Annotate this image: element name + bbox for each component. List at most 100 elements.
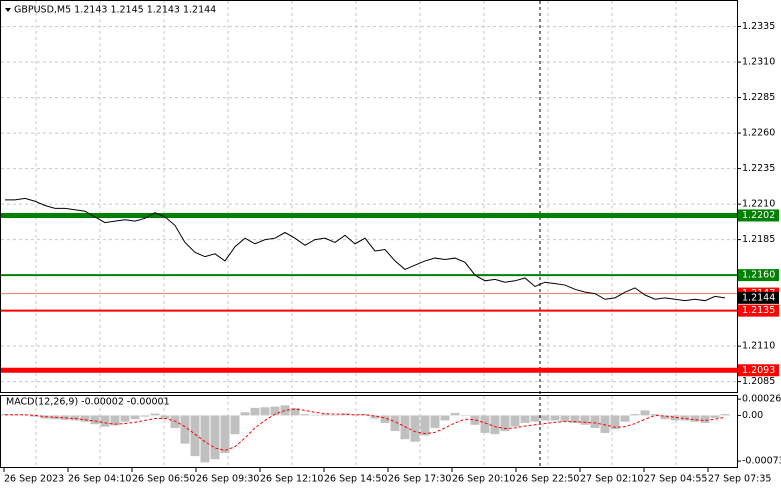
y-tick-label: 0.00026 [742,394,781,405]
histogram-bar [220,415,230,453]
y-tick-label: 1.2235 [742,163,775,174]
histogram-bar [350,414,360,416]
histogram-bar [130,415,140,420]
histogram-bar [280,405,290,416]
histogram-bar [180,415,190,444]
x-tick-label: 26 Sep 20:10 [452,474,515,485]
level-label-box [738,304,779,317]
histogram-bar [110,415,120,426]
main-frame [0,0,738,393]
histogram-bar [200,415,210,463]
histogram-bar [30,415,40,417]
x-tick-label: 27 Sep 04:55 [644,474,707,485]
histogram-bar [680,415,690,421]
histogram-bar [440,415,450,421]
price-line [5,197,726,302]
histogram-bar [690,415,700,422]
histogram-bar [500,415,510,432]
histogram-bar [70,415,80,421]
histogram-bar [630,414,640,416]
histogram-bar [80,415,90,422]
x-tick-label: 26 Sep 14:50 [324,474,387,485]
histogram-bar [520,415,530,423]
x-tick-label: 26 Sep 12:10 [260,474,323,485]
histogram-bar [550,415,560,421]
histogram-bar [490,415,500,435]
histogram-bar [400,415,410,440]
histogram-bar [670,415,680,421]
level-label-box [738,269,779,282]
histogram-bar [610,415,620,430]
level-label-box [738,364,779,377]
histogram-bar [90,415,100,425]
chart-title: GBPUSD,M5 1.2143 1.2145 1.2143 1.2144 [14,5,216,16]
y-tick-label: 1.2260 [742,128,775,139]
level-label: 1.2160 [742,270,775,281]
histogram-bar [260,407,270,416]
y-tick-label: 1.2185 [742,234,775,245]
histogram-bar [320,414,330,416]
histogram-bar [430,415,440,428]
histogram-bar [360,414,370,416]
histogram-bar [560,415,570,422]
histogram-bar [720,414,730,416]
histogram-bar [100,415,110,427]
histogram-bar [330,415,340,416]
signal-line [5,408,726,451]
histogram-bar [640,410,650,416]
histogram-bar [460,415,470,416]
y-tick-label: 1.2085 [742,376,775,387]
histogram-bar [660,415,670,420]
level-label: 1.2093 [742,365,775,376]
current-price-label: 1.2144 [742,292,775,303]
menu-arrow[interactable] [5,8,11,12]
histogram-bar [600,415,610,433]
histogram-bar [340,413,350,416]
macd-title: MACD(12,26,9) -0.00002 -0.00001 [6,397,170,408]
histogram-bar [140,415,150,417]
level-label: 1.2202 [742,210,775,221]
histogram-bar [290,407,300,416]
histogram-bar [190,415,200,457]
histogram-bar [580,415,590,425]
histogram-bar [270,406,280,416]
histogram-bar [150,413,160,416]
histogram-bar [470,415,480,425]
histogram-bar [370,415,380,419]
x-tick-label: 26 Sep 22:50 [516,474,579,485]
grid-layer [1,1,737,468]
histogram-bar [530,415,540,422]
y-tick-label: 1.2210 [742,199,775,210]
x-tick-label: 26 Sep 2023 [4,474,64,485]
y-tick-label: 1.2110 [742,341,775,352]
histogram-bar [420,415,430,436]
x-tick-label: 26 Sep 06:50 [132,474,195,485]
histogram-bar [310,414,320,416]
x-tick-label: 27 Sep 02:10 [580,474,643,485]
y-tick-label: 0.00 [742,410,763,421]
histogram-bar [590,415,600,428]
histogram-bar [160,415,170,419]
x-tick-label: 26 Sep 17:30 [388,474,451,485]
histogram-bar [210,415,220,460]
y-tick-label: 1.2310 [742,57,775,68]
histogram-bar [240,412,250,416]
histogram-bar [250,407,260,416]
histogram-bar [230,415,240,435]
macd-frame [0,395,738,468]
histogram-bar [170,415,180,428]
x-tick-label: 27 Sep 07:35 [708,474,771,485]
marks-layer [0,197,737,463]
histogram-bar [620,415,630,422]
histogram-bar [540,415,550,421]
x-tick-label: 26 Sep 09:30 [196,474,259,485]
histogram-bar [300,414,310,416]
y-tick-label: 1.2285 [742,92,775,103]
histogram-bar [410,415,420,442]
level-label: 1.2135 [742,305,775,316]
y-tick-label: -0.00073 [742,456,781,467]
histogram-bar [120,415,130,422]
histogram-bar [710,415,720,418]
